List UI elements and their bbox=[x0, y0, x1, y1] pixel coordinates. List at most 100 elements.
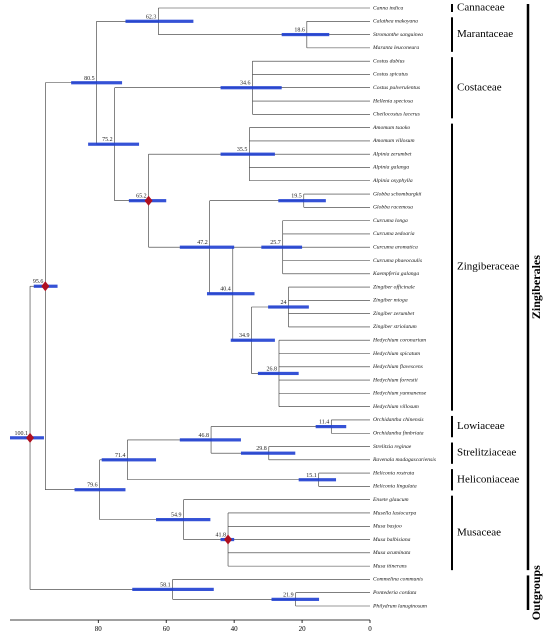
calibration-marker bbox=[144, 195, 153, 206]
hpd-bar bbox=[88, 142, 140, 146]
node-age: 65.2 bbox=[136, 194, 147, 200]
tip-label: Calathea makoyana bbox=[373, 19, 418, 25]
node-age: 71.4 bbox=[115, 453, 126, 459]
node-age: 75.2 bbox=[102, 137, 113, 143]
hpd-bar bbox=[261, 245, 303, 249]
tip-label: Curcuma aromatica bbox=[373, 244, 418, 250]
calibration-marker bbox=[41, 281, 50, 292]
clade-label: Zingiberaceae bbox=[457, 261, 519, 273]
tip-label: Canna indica bbox=[373, 5, 404, 11]
node-age: 19.5 bbox=[291, 194, 302, 200]
node-age: 11.4 bbox=[319, 420, 329, 426]
tip-label: Curcuma longa bbox=[373, 218, 408, 224]
tip-label: Alpinia oxyphylla bbox=[372, 178, 413, 184]
hpd-bar bbox=[71, 81, 123, 85]
tip-label: Costus spicatus bbox=[373, 72, 408, 78]
tip-label: Zingiber striolatum bbox=[373, 324, 417, 330]
hpd-bar bbox=[179, 438, 241, 442]
hpd-bar bbox=[271, 597, 320, 601]
tip-label: Pontederia cordata bbox=[372, 590, 417, 596]
hpd-bar bbox=[315, 425, 347, 429]
x-tick-label: 60 bbox=[163, 625, 171, 633]
x-tick-label: 40 bbox=[231, 625, 239, 633]
tip-label: Heliconia rostrata bbox=[372, 470, 414, 476]
node-age: 34.9 bbox=[239, 333, 250, 339]
tip-label: Musella lasiocarpa bbox=[372, 510, 417, 516]
node-age: 35.5 bbox=[237, 147, 248, 153]
x-tick-label: 20 bbox=[299, 625, 307, 633]
tip-label: Ravenala madagascariensis bbox=[372, 457, 436, 463]
tip-label: Hedychium spicatum bbox=[372, 351, 420, 357]
tip-label: Costus pulverulentus bbox=[373, 85, 420, 91]
clade-label: Lowiaceae bbox=[457, 420, 505, 432]
clade-label: Strelitziaceae bbox=[457, 447, 516, 459]
tip-label: Cheilocostus lacerus bbox=[373, 112, 420, 118]
tip-label: Hedychium flavescens bbox=[372, 363, 423, 370]
hpd-bar bbox=[220, 86, 282, 90]
hpd-bar bbox=[220, 152, 275, 156]
tip-label: Amomum tsaoko bbox=[372, 125, 410, 131]
tip-label: Curcuma zedoaria bbox=[373, 231, 415, 237]
tip-label: Curcuma phaeocaulis bbox=[373, 258, 422, 264]
hpd-bar bbox=[240, 451, 296, 455]
node-age: 41.8 bbox=[216, 533, 227, 539]
clade-label: Cannaceae bbox=[457, 2, 505, 14]
tip-label: Stromanthe sanguinea bbox=[373, 32, 423, 38]
node-age: 26.8 bbox=[266, 366, 277, 372]
node-age: 21.9 bbox=[283, 592, 294, 598]
hpd-bar bbox=[156, 518, 211, 522]
tip-label: Globba schomburgkii bbox=[373, 191, 422, 197]
tip-label: Hedychium coronarium bbox=[372, 338, 426, 344]
tip-label: Maranta leuconeura bbox=[372, 45, 419, 51]
clade-label: Costaceae bbox=[457, 81, 502, 93]
hpd-bar bbox=[74, 488, 126, 492]
hpd-bar bbox=[206, 292, 255, 296]
node-age: 34.6 bbox=[240, 81, 251, 87]
hpd-bar bbox=[257, 371, 299, 376]
tip-label: Orchidantha fimbriata bbox=[373, 430, 424, 437]
tip-label: Hedychium forrestii bbox=[372, 376, 418, 383]
calibration-marker bbox=[224, 534, 233, 545]
x-tick-label: 80 bbox=[95, 625, 103, 633]
tip-label: Costus dubius bbox=[373, 58, 405, 64]
hpd-bar bbox=[101, 458, 157, 462]
calibration-marker bbox=[26, 432, 35, 443]
tip-label: Heliconia lingulata bbox=[372, 484, 417, 490]
node-age: 15.1 bbox=[306, 473, 317, 479]
clade-label: Heliconiaceae bbox=[457, 473, 519, 485]
tip-label: Strelitzia reginae bbox=[373, 444, 412, 450]
hpd-bar bbox=[268, 305, 309, 309]
node-age: 80.5 bbox=[84, 76, 95, 82]
tip-label: Kaempferia galanga bbox=[372, 270, 419, 277]
tip-label: Zingiber mioga bbox=[373, 298, 408, 304]
node-age: 54.9 bbox=[171, 513, 182, 519]
tip-label: Hedychium yunnanense bbox=[372, 391, 427, 397]
node-age: 40.4 bbox=[220, 287, 231, 293]
node-age: 62.3 bbox=[146, 14, 157, 20]
node-age: 46.8 bbox=[199, 433, 210, 439]
tip-label: Hedychium villosum bbox=[372, 404, 419, 410]
tip-label: Orchidantha chinensis bbox=[373, 417, 424, 423]
node-age: 24 bbox=[280, 300, 286, 306]
node-age: 100.1 bbox=[15, 431, 29, 437]
tip-label: Amomum villosum bbox=[372, 138, 414, 144]
node-age: 58.1 bbox=[160, 582, 171, 588]
tip-label: Hellenia speciosa bbox=[372, 98, 413, 104]
node-age: 18.6 bbox=[294, 28, 305, 34]
hpd-bar bbox=[132, 587, 214, 591]
tip-label: Zingiber officinale bbox=[373, 283, 415, 290]
x-tick-label: 0 bbox=[368, 625, 372, 633]
hpd-bar bbox=[298, 478, 337, 482]
clade-label: Marantaceae bbox=[457, 28, 513, 40]
hpd-bar bbox=[179, 245, 235, 249]
tip-label: Musa basjoo bbox=[372, 524, 402, 530]
clade-label: Musaceae bbox=[457, 526, 501, 538]
tip-label: Musa acuminata bbox=[372, 550, 411, 556]
tip-label: Zingiber zerumbet bbox=[373, 311, 415, 317]
node-age: 25.7 bbox=[270, 240, 281, 246]
group-label: Outgroups bbox=[529, 565, 543, 620]
hpd-bar bbox=[278, 199, 326, 203]
tip-label: Commelina communis bbox=[373, 577, 423, 583]
node-age: 29.8 bbox=[256, 446, 267, 452]
node-age: 95.6 bbox=[33, 279, 44, 285]
